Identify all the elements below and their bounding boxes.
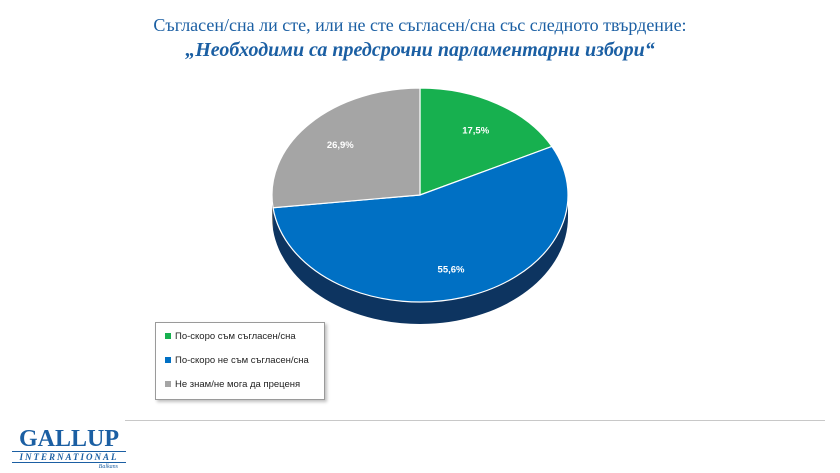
legend-swatch-disagree [165,357,171,363]
logo-line-2: INTERNATIONAL [12,451,126,463]
pie-slice-0 [419,87,553,196]
pie-label-1: 55,6% [438,265,465,276]
pie-label-0: 17,5% [462,125,489,136]
legend-label-dont-know: Не знам/не мога да преценя [175,378,301,390]
legend-label-disagree: По-скоро не съм съгласен/сна [175,354,309,366]
legend-swatch-dont-know [165,381,171,387]
gallup-logo: GALLUP INTERNATIONAL Balkans [10,427,128,471]
logo-line-3: Balkans [98,464,118,470]
chart-subtitle: „Необходими са предсрочни парламентарни … [185,39,655,61]
legend-item-dont-know: Не знам/не мога да преценя [165,377,300,391]
pie-slice-2 [271,87,421,209]
footer-divider [125,420,825,421]
legend-swatch-agree [165,333,171,339]
pie-data-labels: 17,5% 55,6% 26,9% [327,125,490,275]
legend-label-agree: По-скоро съм съгласен/сна [175,330,296,342]
pie-side-1 [273,195,568,324]
pie-chart: 17,5% 55,6% 26,9% [271,87,569,324]
logo-line-1: GALLUP [18,426,119,452]
chart-title: Съгласен/сна ли сте, или не сте съгласен… [153,15,687,35]
legend-item-disagree: По-скоро не съм съгласен/сна [165,353,309,367]
pie-slice-1 [272,145,569,303]
pie-slices [271,87,569,303]
legend-item-agree: По-скоро съм съгласен/сна [165,329,296,343]
chart-legend: По-скоро съм съгласен/сна По-скоро не съ… [155,322,325,400]
pie-label-2: 26,9% [327,140,354,151]
